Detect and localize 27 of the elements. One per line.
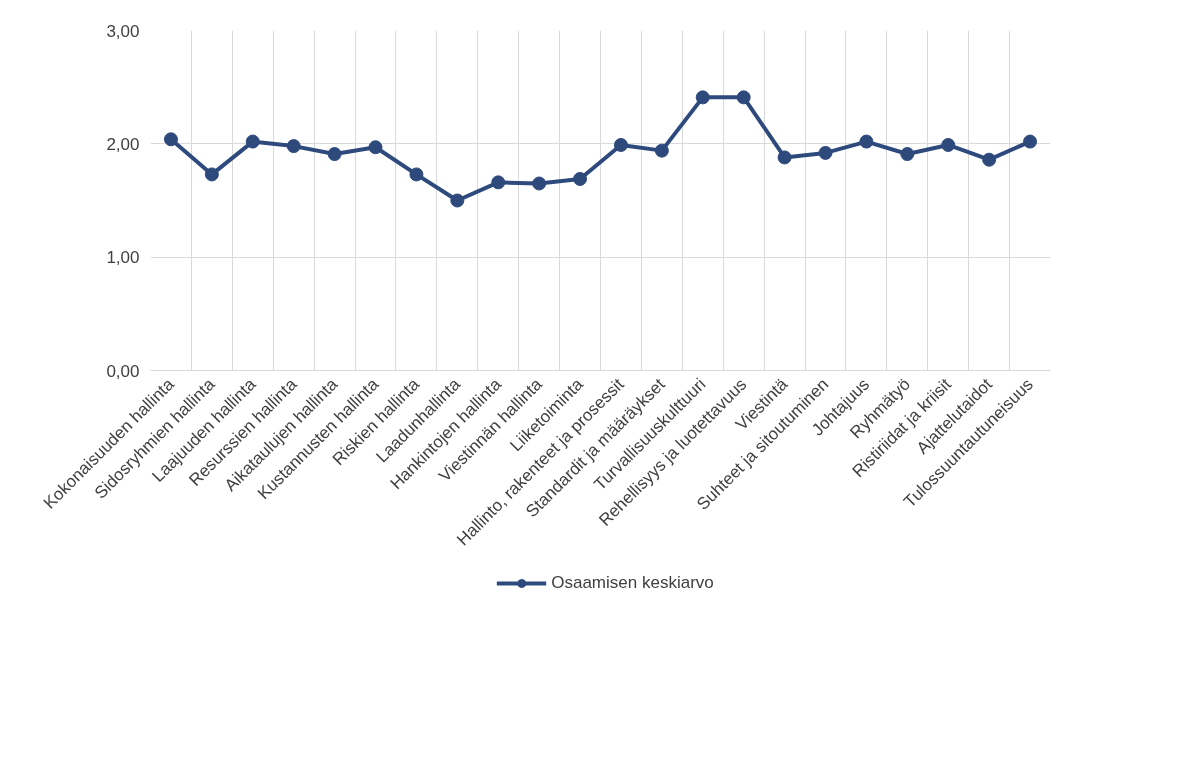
point — [654, 143, 669, 158]
point — [818, 145, 833, 160]
point — [859, 134, 874, 149]
point — [163, 132, 178, 147]
point — [1023, 134, 1038, 149]
point — [532, 176, 547, 191]
y-tick-label: 3,00 — [106, 21, 140, 41]
point — [204, 167, 219, 182]
point — [409, 167, 424, 182]
point — [695, 90, 710, 105]
point — [327, 147, 342, 162]
point — [286, 139, 301, 154]
y-tick-label: 0,00 — [106, 361, 140, 381]
point — [245, 134, 260, 149]
point — [368, 140, 383, 155]
point — [450, 193, 465, 208]
point — [941, 137, 956, 152]
y-tick-label: 1,00 — [106, 248, 140, 268]
y-tick-label: 2,00 — [106, 134, 140, 154]
point — [491, 175, 506, 190]
point — [900, 147, 915, 162]
point — [982, 152, 997, 167]
point — [777, 150, 792, 165]
point — [613, 137, 628, 152]
legend-label: Osaamisen keskiarvo — [551, 573, 714, 593]
point — [736, 90, 751, 105]
point — [573, 171, 588, 186]
